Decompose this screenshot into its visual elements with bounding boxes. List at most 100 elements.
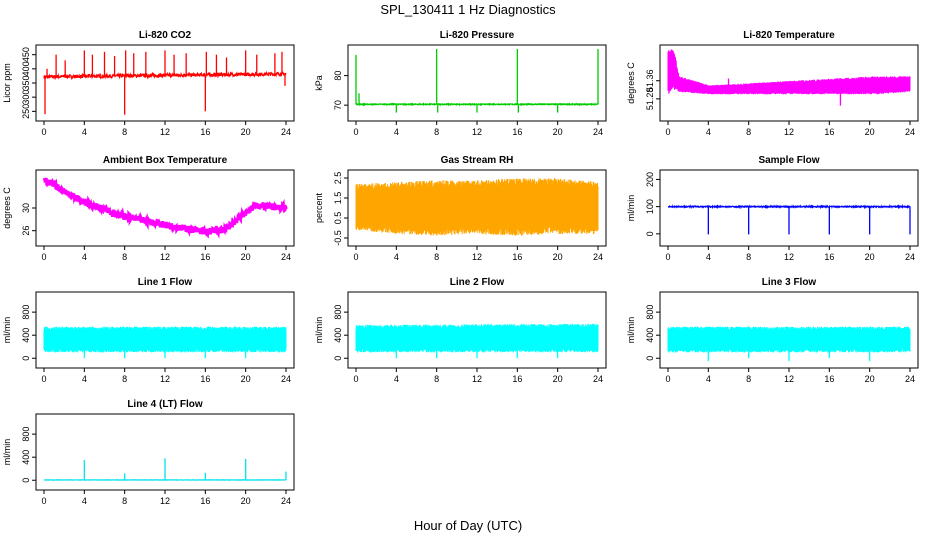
x-tick-label-co2-4: 16: [200, 127, 210, 137]
y-tick-label-co2-3: 400: [21, 61, 31, 76]
y-tick-label-rh-1: 0.5: [333, 212, 343, 225]
x-tick-label-line3-4: 16: [824, 374, 834, 384]
panel-title-line4: Line 4 (LT) Flow: [127, 399, 203, 410]
x-tick-label-temperature-0: 0: [665, 127, 670, 137]
y-tick-label-pressure-1: 80: [333, 71, 343, 81]
series-band-temperature: [667, 49, 911, 95]
x-tick-label-line4-6: 24: [281, 496, 291, 506]
y-tick-label-line2-2: 800: [333, 305, 343, 320]
panel-line3: Line 3 Flow ml/min 0 4 8 12 16 20 24 0 400 800: [626, 277, 919, 384]
x-tick-label-rh-3: 12: [472, 252, 482, 262]
x-tick-label-line2-4: 16: [512, 374, 522, 384]
series-line3: [667, 326, 911, 362]
x-tick-label-line1-2: 8: [122, 374, 127, 384]
x-tick-label-ambient-3: 12: [160, 252, 170, 262]
panel-line2: Line 2 Flow ml/min 0 4 8 12 16 20 24 0 400 800: [314, 277, 607, 384]
x-tick-label-co2-2: 8: [122, 127, 127, 137]
x-tick-label-pressure-3: 12: [472, 127, 482, 137]
series-co2: [43, 50, 287, 115]
series-temperature: [667, 49, 911, 106]
y-tick-label-line1-2: 800: [21, 305, 31, 320]
panel-title-co2: Li-820 CO2: [139, 30, 192, 41]
y-tick-label-line4-0: 0: [21, 478, 31, 483]
x-tick-label-temperature-3: 12: [784, 127, 794, 137]
y-tick-label-rh-3: 2.5: [333, 172, 343, 185]
x-tick-label-pressure-2: 8: [434, 127, 439, 137]
panel-ylabel-line4: ml/min: [2, 439, 12, 466]
panel-title-temperature: Li-820 Temperature: [743, 30, 835, 41]
panel-title-rh: Gas Stream RH: [441, 155, 514, 166]
y-tick-label-temperature-0: 51.28: [645, 88, 655, 111]
x-tick-label-line2-1: 4: [394, 374, 399, 384]
x-tick-label-sampleflow-1: 4: [706, 252, 711, 262]
y-tick-label-co2-2: 350: [21, 75, 31, 90]
panel-title-line2: Line 2 Flow: [450, 277, 505, 288]
x-tick-label-sampleflow-5: 20: [865, 252, 875, 262]
panel-ylabel-rh: percent: [314, 192, 324, 223]
x-tick-label-co2-0: 0: [41, 127, 46, 137]
panel-rh: Gas Stream RH percent 0 4 8 12 16 20 24 -0.5 0.5 1.…: [314, 155, 607, 262]
panel-ylabel-sampleflow: ml/min: [626, 195, 636, 222]
series-line4: [43, 458, 287, 482]
x-tick-label-sampleflow-0: 0: [665, 252, 670, 262]
x-tick-label-rh-1: 4: [394, 252, 399, 262]
x-tick-label-sampleflow-3: 12: [784, 252, 794, 262]
y-tick-label-sampleflow-0: 0: [645, 231, 655, 236]
panel-title-ambient: Ambient Box Temperature: [103, 155, 228, 166]
panel-sampleflow: Sample Flow ml/min 0 4 8 12 16 20 24 0 100 200: [626, 155, 919, 262]
x-tick-label-line3-5: 20: [865, 374, 875, 384]
x-tick-label-line4-0: 0: [41, 496, 46, 506]
panel-ylabel-pressure: kPa: [314, 75, 324, 91]
x-tick-label-line3-2: 8: [746, 374, 751, 384]
x-tick-label-ambient-2: 8: [122, 252, 127, 262]
panel-ylabel-line2: ml/min: [314, 317, 324, 344]
x-tick-label-co2-3: 12: [160, 127, 170, 137]
x-tick-label-line2-6: 24: [593, 374, 603, 384]
x-tick-label-line3-1: 4: [706, 374, 711, 384]
x-tick-label-temperature-5: 20: [865, 127, 875, 137]
panel-line1: Line 1 Flow ml/min 0 4 8 12 16 20 24 0 400 800: [2, 277, 295, 384]
x-tick-label-line3-3: 12: [784, 374, 794, 384]
x-tick-label-line1-0: 0: [41, 374, 46, 384]
x-tick-label-temperature-4: 16: [824, 127, 834, 137]
panel-pressure: Li-820 Pressure kPa 0 4 8 12 16 20 24 70 80: [314, 30, 607, 137]
x-tick-label-line2-2: 8: [434, 374, 439, 384]
x-tick-label-co2-1: 4: [82, 127, 87, 137]
panel-line4: Line 4 (LT) Flow ml/min 0 4 8 12 16 20 24 0 400 800: [2, 399, 295, 506]
x-tick-label-line2-3: 12: [472, 374, 482, 384]
panel-ambient: Ambient Box Temperature degrees C 0 4 8 12 16 2…: [2, 155, 295, 262]
x-tick-label-line4-2: 8: [122, 496, 127, 506]
y-tick-label-line3-0: 0: [645, 356, 655, 361]
x-tick-label-temperature-1: 4: [706, 127, 711, 137]
y-tick-label-line2-1: 400: [333, 328, 343, 343]
series-line1: [43, 326, 287, 359]
panel-temperature: Li-820 Temperature degrees C 0 4 8 12 16 20 24 51…: [626, 30, 919, 137]
y-tick-label-rh-0: -0.5: [333, 230, 343, 246]
x-tick-label-ambient-6: 24: [281, 252, 291, 262]
panel-title-sampleflow: Sample Flow: [758, 155, 819, 166]
x-tick-label-rh-6: 24: [593, 252, 603, 262]
series-band-rh: [355, 178, 599, 236]
x-tick-label-pressure-4: 16: [512, 127, 522, 137]
y-tick-label-ambient-1: 30: [21, 203, 31, 213]
y-tick-label-sampleflow-1: 100: [645, 199, 655, 214]
x-tick-label-ambient-4: 16: [200, 252, 210, 262]
y-tick-label-sampleflow-2: 200: [645, 172, 655, 187]
x-tick-label-rh-4: 16: [512, 252, 522, 262]
series-band-line3: [667, 326, 911, 353]
x-tick-label-line1-1: 4: [82, 374, 87, 384]
panel-ylabel-line1: ml/min: [2, 317, 12, 344]
x-tick-label-ambient-0: 0: [41, 252, 46, 262]
series-ambient: [42, 177, 288, 239]
y-tick-label-line3-1: 400: [645, 328, 655, 343]
figure-x-axis-label: Hour of Day (UTC): [413, 518, 523, 533]
y-tick-label-ambient-0: 26: [21, 226, 31, 236]
x-tick-label-line1-5: 20: [241, 374, 251, 384]
x-tick-label-pressure-0: 0: [353, 127, 358, 137]
y-tick-label-line3-2: 800: [645, 305, 655, 320]
x-tick-label-line4-5: 20: [241, 496, 251, 506]
series-line2: [355, 323, 599, 359]
series-line-co2: [43, 70, 287, 81]
